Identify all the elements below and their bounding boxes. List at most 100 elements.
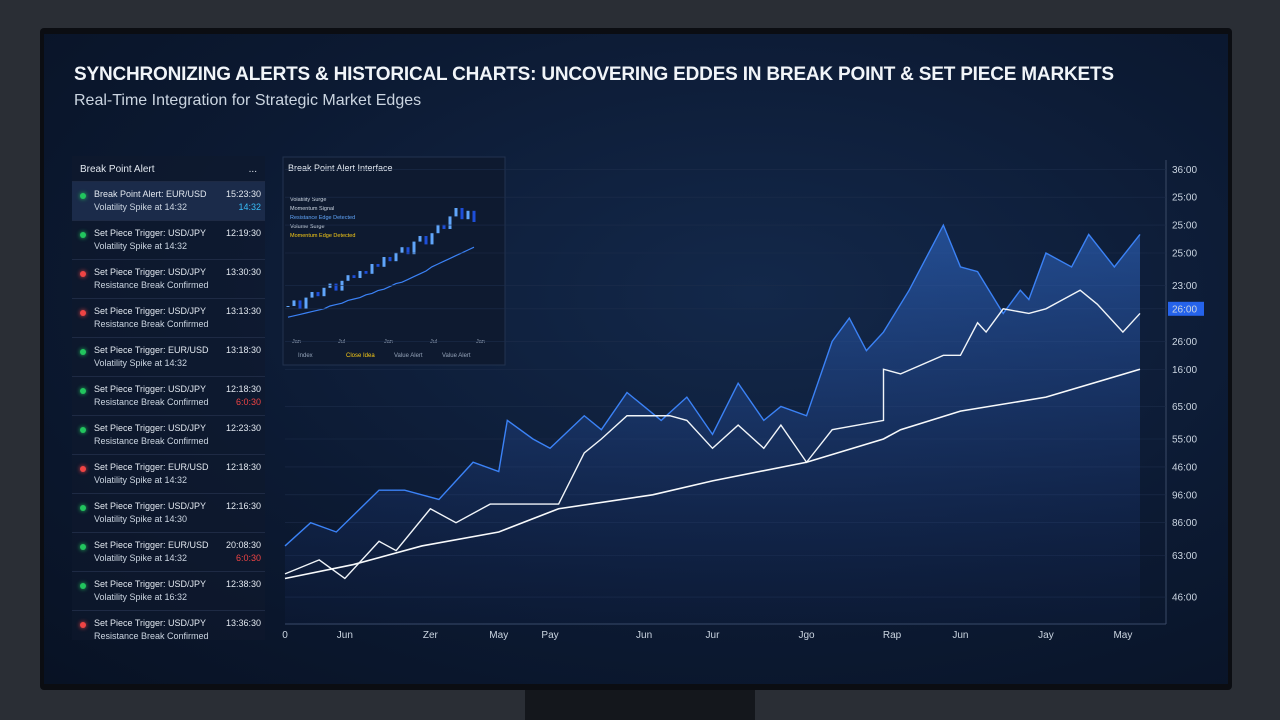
x-tick-label: Rap (883, 630, 902, 641)
y-tick-label: 25:00 (1172, 221, 1197, 232)
alert-title: Break Point Alert: EUR/USD (94, 189, 207, 199)
inset-footer: Value Alert (442, 353, 471, 359)
alert-detail: Volatility Spike at 16:32 (94, 592, 188, 602)
row[interactable]: Set Piece Trigger: EUR/USD Volatility Spi… (72, 454, 265, 493)
alert-time: 13:36:30 (225, 618, 261, 628)
inset-legend: Momentum Edge Detected (290, 233, 355, 239)
row[interactable]: Set Piece Trigger: EUR/USD Volatility Spi… (72, 337, 265, 376)
status-dot (80, 544, 86, 550)
status-dot (80, 232, 86, 238)
screen: SYNCHRONIZING ALERTS & HISTORICAL CHARTS… (44, 34, 1228, 684)
candle (352, 275, 356, 278)
alert-detail: Volatility Spike at 14:32 (94, 475, 188, 485)
row[interactable]: Set Piece Trigger: USD/JPY Resistance Bre… (72, 376, 265, 415)
alert-time: 13:13:30 (225, 306, 261, 316)
row[interactable]: Set Piece Trigger: USD/JPY Resistance Bre… (72, 610, 265, 649)
alert-detail: Volatility Spike at 14:30 (94, 514, 188, 524)
alert-time: 13:30:30 (225, 267, 261, 277)
candle (382, 257, 386, 267)
row[interactable]: Set Piece Trigger: EUR/USD Volatility Spi… (72, 532, 265, 571)
x-tick-label: Jun (952, 630, 968, 641)
candle (472, 210, 476, 222)
y-tick-label: 26:00 (1172, 337, 1197, 348)
row[interactable]: Set Piece Trigger: USD/JPY Resistance Bre… (72, 415, 265, 454)
alert-badge: 14:32 (238, 202, 261, 212)
alert-title: Set Piece Trigger: USD/JPY (94, 618, 207, 628)
x-tick-label: Jun (636, 630, 652, 641)
candle (460, 208, 464, 220)
row: Break Point Alert: EUR/USD Volatility Spi… (72, 181, 265, 220)
alert-detail: Volatility Spike at 14:32 (94, 241, 188, 251)
row[interactable]: Set Piece Trigger: USD/JPY Resistance Bre… (72, 298, 265, 337)
candle (286, 306, 290, 307)
alert-title: Set Piece Trigger: USD/JPY (94, 384, 207, 394)
candle (448, 216, 452, 229)
inset-x-label: Jan (292, 339, 301, 345)
row[interactable]: Set Piece Trigger: USD/JPY Resistance Bre… (72, 259, 265, 298)
status-dot (80, 349, 86, 355)
candle (316, 292, 320, 297)
inset-legend: Volume Surge (290, 224, 325, 230)
status-dot (80, 310, 86, 316)
alert-title: Set Piece Trigger: USD/JPY (94, 501, 207, 511)
status-dot (80, 466, 86, 472)
alert-badge: 6:0:30 (235, 553, 261, 563)
status-dot (80, 505, 86, 511)
alert-time: 12:23:30 (225, 423, 261, 433)
candle (424, 236, 428, 245)
candle (322, 287, 326, 297)
alert-title: Set Piece Trigger: USD/JPY (94, 228, 207, 238)
inset-x-label: Jul (338, 339, 345, 345)
alert-title: Set Piece Trigger: USD/JPY (94, 306, 207, 316)
alert-title: Break Point Alert (80, 164, 155, 175)
candle (376, 264, 380, 267)
alert-detail: Volatility Spike at 14:32 (94, 202, 188, 212)
candle (406, 247, 410, 255)
alert-title: Set Piece Trigger: USD/JPY (94, 579, 207, 589)
inset-legend: Momentum Signal (290, 206, 334, 212)
alert-header: Break Point Alert... (72, 156, 265, 181)
alert-time: 13:18:30 (225, 345, 261, 355)
y-tick-label: 65:00 (1172, 402, 1197, 413)
candle (292, 300, 296, 306)
inset-legend: Volatility Surge (290, 197, 326, 203)
title: SYNCHRONIZING ALERTS & HISTORICAL CHARTS… (74, 64, 1114, 85)
menu[interactable]: ... (248, 164, 257, 175)
y-tick-label: 46:00 (1172, 462, 1197, 473)
candle (364, 271, 368, 274)
alert-title: Set Piece Trigger: EUR/USD (94, 462, 209, 472)
alert-time: 12:18:30 (225, 384, 261, 394)
alert-title: Set Piece Trigger: USD/JPY (94, 267, 207, 277)
alert-badge: 6:0:30 (235, 397, 261, 407)
candle (436, 224, 440, 234)
row[interactable]: Set Piece Trigger: USD/JPY Volatility Spi… (72, 493, 265, 532)
inset-x-label: Jul (430, 339, 437, 345)
row[interactable]: Set Piece Trigger: USD/JPY Volatility Spi… (72, 571, 265, 610)
candle (430, 233, 434, 245)
candle (310, 292, 314, 298)
y-tick-label: 46:00 (1172, 593, 1197, 604)
alert-detail: Resistance Break Confirmed (94, 397, 209, 407)
candle (358, 271, 362, 278)
status-dot (80, 622, 86, 628)
inset-legend: Resistance Edge Detected (290, 215, 355, 221)
inset-title: Break Point Alert Interface (288, 163, 393, 173)
monitor-stand (525, 690, 755, 720)
charts: Break Point Alert Interface Volatility S… (282, 156, 1204, 641)
alert-time: 12:19:30 (225, 228, 261, 238)
y-tick-label: 86:00 (1172, 518, 1197, 529)
y-tick-label: 63:00 (1172, 551, 1197, 562)
label-highlight (1168, 301, 1204, 316)
candle (388, 257, 392, 262)
alert-title: Set Piece Trigger: EUR/USD (94, 540, 209, 550)
alert-detail: Resistance Break Confirmed (94, 280, 209, 290)
alert-time: 15:23:30 (225, 189, 261, 199)
x-tick-label: Jur (706, 630, 721, 641)
x-tick-label: Jgo (798, 630, 815, 641)
x-tick-label: Jun (337, 630, 353, 641)
y-tick-label: 25:00 (1172, 249, 1197, 260)
row[interactable]: Set Piece Trigger: USD/JPY Volatility Spi… (72, 220, 265, 259)
series-line (284, 223, 1141, 547)
alert-title: Set Piece Trigger: EUR/USD (94, 345, 209, 355)
